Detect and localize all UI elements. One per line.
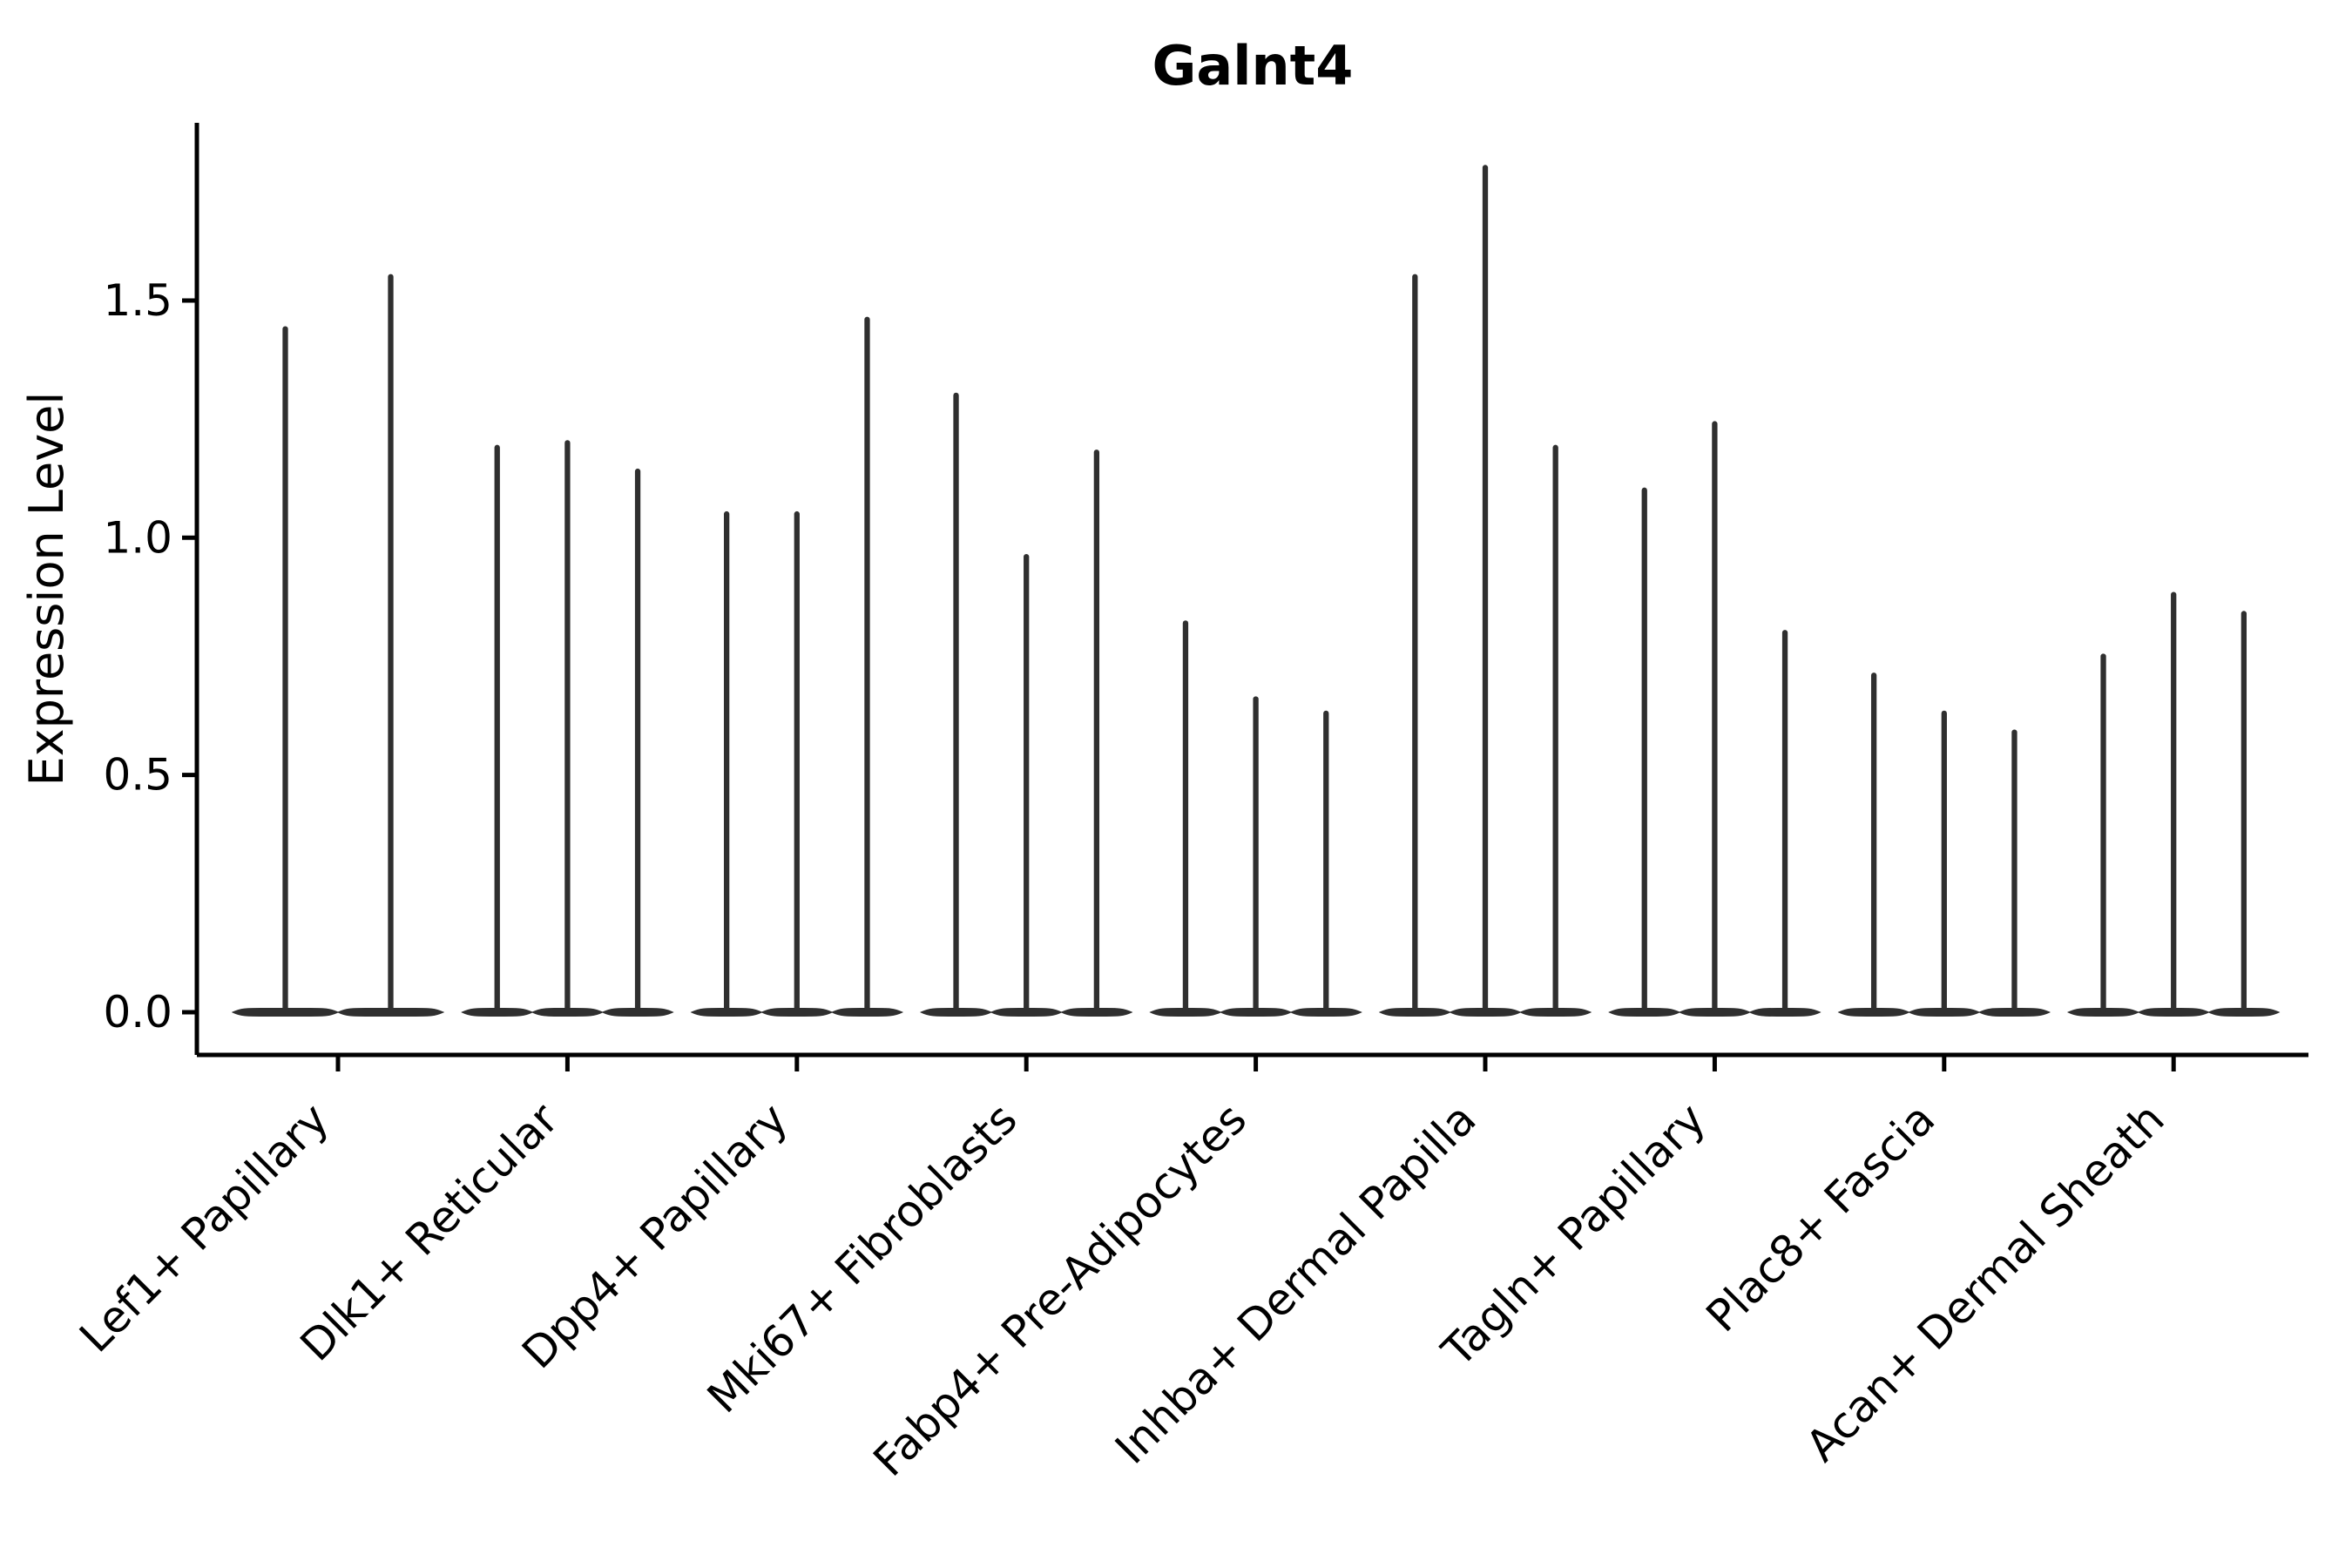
violin-group: [920, 392, 1133, 1017]
violin-group: [1608, 421, 1821, 1017]
y-axis-label: Expression Level: [19, 392, 74, 787]
y-tick-label: 1.0: [103, 512, 172, 563]
violin-group: [1378, 165, 1592, 1017]
y-tick-label: 1.5: [103, 275, 172, 326]
violin-group: [1149, 620, 1362, 1017]
axes-layer: 0.0 0.5 1.0 1.5: [103, 123, 2308, 1058]
violin-group: [1837, 672, 2051, 1017]
violin-group: [231, 274, 445, 1017]
x-tick-label: Lef1+ Papillary: [70, 1093, 338, 1362]
y-tick-label: 0.5: [103, 750, 172, 801]
violin-group: [690, 316, 903, 1017]
y-tick-label: 0.0: [103, 987, 172, 1037]
violin-group: [461, 440, 674, 1017]
chart-title: Galnt4: [1152, 34, 1354, 98]
x-tick-label: Fabp4+ Pre-Adipocytes: [864, 1093, 1257, 1486]
x-tick-label: Plac8+ Fascia: [1697, 1093, 1945, 1342]
violin-layer: [231, 165, 2281, 1017]
violin-group: [2067, 591, 2281, 1017]
